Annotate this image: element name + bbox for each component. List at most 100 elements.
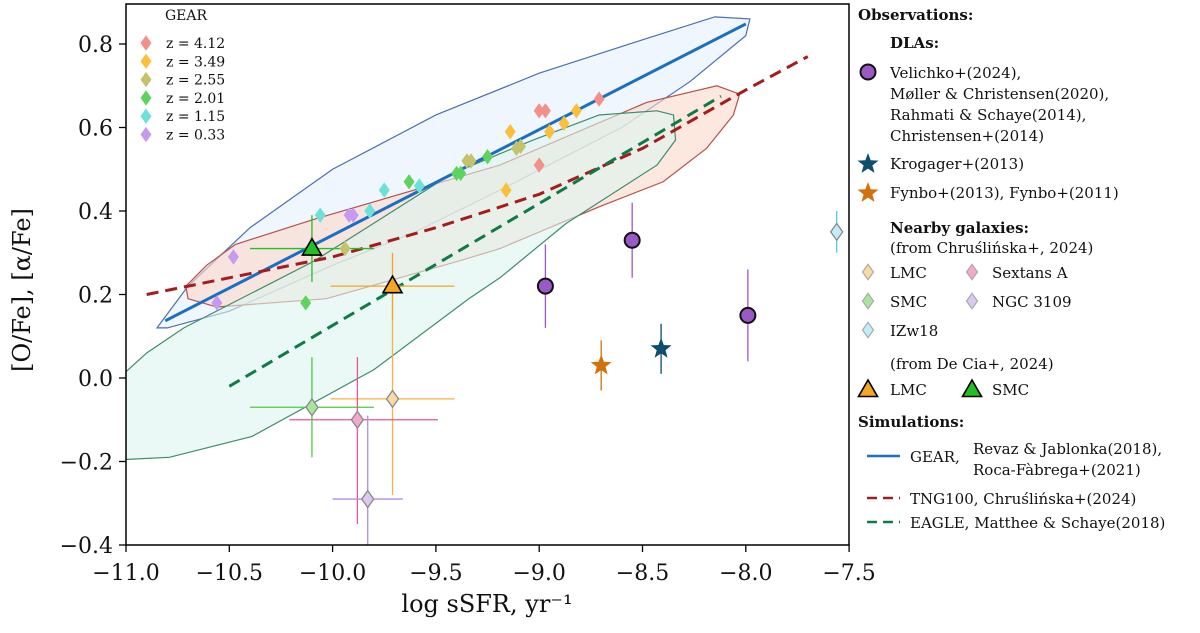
gear-legend-marker <box>140 90 152 106</box>
x-tick-label: −8.0 <box>719 561 772 586</box>
gear-point <box>504 123 516 140</box>
gear-point <box>403 174 415 190</box>
legend-smc-marker <box>861 292 875 310</box>
legend-smc-label: SMC <box>890 293 927 311</box>
axis-ticks: −11.0 −10.5 −10.0 −9.5 −9.0 −8.5 −8.0 −7.5 −0.4 −… <box>60 33 876 586</box>
gear-point <box>339 240 351 257</box>
line-eagle <box>228 94 722 388</box>
y-tick-label: 0.0 <box>78 367 113 392</box>
legend-from-chruslinska: (from Chruślińska+, 2024) <box>890 239 1093 257</box>
legend-lmc-marker <box>861 263 875 281</box>
gear-legend-label: z = 2.01 <box>166 91 225 107</box>
legend-gear-label: GEAR, <box>910 448 960 466</box>
legend-izw18-marker <box>861 321 875 339</box>
x-tick-label: −11.0 <box>92 561 159 586</box>
dla-point <box>739 306 757 324</box>
gear-point <box>413 178 425 194</box>
x-axis-label: log sSFR, yr⁻¹ <box>401 590 572 618</box>
y-tick-label: 0.6 <box>78 117 113 142</box>
legend-lmc-decia-marker <box>857 378 879 398</box>
legend-tng-label: TNG100, Chruślińska+(2024) <box>910 490 1136 508</box>
legend-ngc3109-label: NGC 3109 <box>992 293 1072 311</box>
gear-legend: GEAR z = 4.12 z = 3.49 z = 2.55 z = 2.01 z =… <box>140 8 225 144</box>
observation-markers <box>249 202 844 545</box>
krogager-point <box>650 337 672 358</box>
legend-krogager-label: Krogager+(2013) <box>890 155 1024 173</box>
gear-point <box>482 149 494 165</box>
lmc_c-point <box>385 389 400 409</box>
gear-point <box>558 115 570 132</box>
gear-point <box>227 249 239 265</box>
legend-observations-heading: Observations: <box>858 6 973 24</box>
x-tick-label: −9.5 <box>409 561 462 586</box>
legend-krogager-marker <box>857 153 879 173</box>
smc_d-point <box>301 236 323 256</box>
x-tick-label: −7.5 <box>822 561 875 586</box>
legend-dlas-heading: DLAs: <box>890 34 939 52</box>
legend-lmc-decia-label: LMC <box>890 381 927 399</box>
gear-legend-label: z = 2.55 <box>166 73 225 89</box>
y-tick-label: −0.4 <box>60 534 113 559</box>
gear-point <box>300 295 312 311</box>
legend-eagle-label: EAGLE, Matthee & Schaye(2018) <box>910 514 1165 532</box>
gear-point <box>539 103 551 119</box>
x-tick-label: −10.0 <box>299 561 366 586</box>
gear-legend-label: z = 4.12 <box>166 36 225 52</box>
legend-izw18-label: IZw18 <box>890 322 938 340</box>
plot-frame <box>125 3 850 546</box>
gear-legend-marker <box>140 126 152 143</box>
gear-legend-marker <box>140 71 152 88</box>
legend-fynbo-label: Fynbo+(2013), Fynbo+(2011) <box>890 184 1119 202</box>
legend-gear-ref: Roca-Fàbrega+(2021) <box>973 461 1141 479</box>
gear-point <box>364 203 376 219</box>
gear-legend-marker <box>140 108 152 124</box>
gear-legend-label: z = 0.33 <box>166 128 225 144</box>
legend-gear-ref: Revaz & Jablonka(2018), <box>973 440 1162 458</box>
gear-point <box>465 153 477 169</box>
legend-lmc-label: LMC <box>890 264 927 282</box>
line-tng <box>146 55 809 296</box>
x-tick-label: −8.5 <box>616 561 669 586</box>
gear-point <box>314 207 326 223</box>
ngc3109-point <box>360 489 375 509</box>
gear-legend-title: GEAR <box>165 8 208 24</box>
gear-legend-label: z = 1.15 <box>166 109 225 125</box>
gear-points <box>211 91 605 311</box>
dla-point <box>536 277 554 295</box>
legend-ngc3109-marker <box>965 292 979 310</box>
legend-fynbo-marker <box>857 182 879 202</box>
legend-dla-label: Møller & Christensen(2020), <box>890 85 1109 103</box>
y-tick-label: 0.8 <box>78 33 113 58</box>
sextans-point <box>350 410 365 430</box>
legend-dla-marker <box>859 63 877 81</box>
legend-smc-decia-label: SMC <box>992 381 1029 399</box>
y-axis-label: [O/Fe], [α/Fe] <box>8 208 36 372</box>
gear-point <box>533 103 545 119</box>
legend-simulations-heading: Simulations: <box>858 413 964 431</box>
fynbo-point <box>590 354 612 375</box>
gear-point <box>347 207 359 223</box>
y-tick-label: 0.4 <box>78 200 113 225</box>
legend-dla-label: Velichko+(2024), <box>889 64 1021 82</box>
gear-legend-marker <box>140 35 152 51</box>
gear-point <box>500 182 512 198</box>
y-tick-label: −0.2 <box>60 451 113 476</box>
izw18-point <box>829 222 844 242</box>
gear-legend-label: z = 3.49 <box>166 54 225 70</box>
gear-point <box>533 157 545 173</box>
x-tick-label: −9.0 <box>512 561 565 586</box>
smc_c-point <box>305 397 319 417</box>
legend-dla-label: Rahmati & Schaye(2014), <box>890 106 1086 124</box>
lmc_d-point <box>381 274 404 294</box>
legend: Observations: DLAs: Velichko+(2024), Møl… <box>857 6 1165 532</box>
gear-point <box>211 295 223 311</box>
legend-nearby-heading: Nearby galaxies: <box>890 219 1029 237</box>
legend-dla-label: Christensen+(2014) <box>890 127 1044 145</box>
gear-point <box>515 138 527 154</box>
gear-point <box>378 182 390 198</box>
x-tick-label: −10.5 <box>196 561 263 586</box>
y-tick-label: 0.2 <box>78 284 113 309</box>
gear-point <box>510 140 522 157</box>
